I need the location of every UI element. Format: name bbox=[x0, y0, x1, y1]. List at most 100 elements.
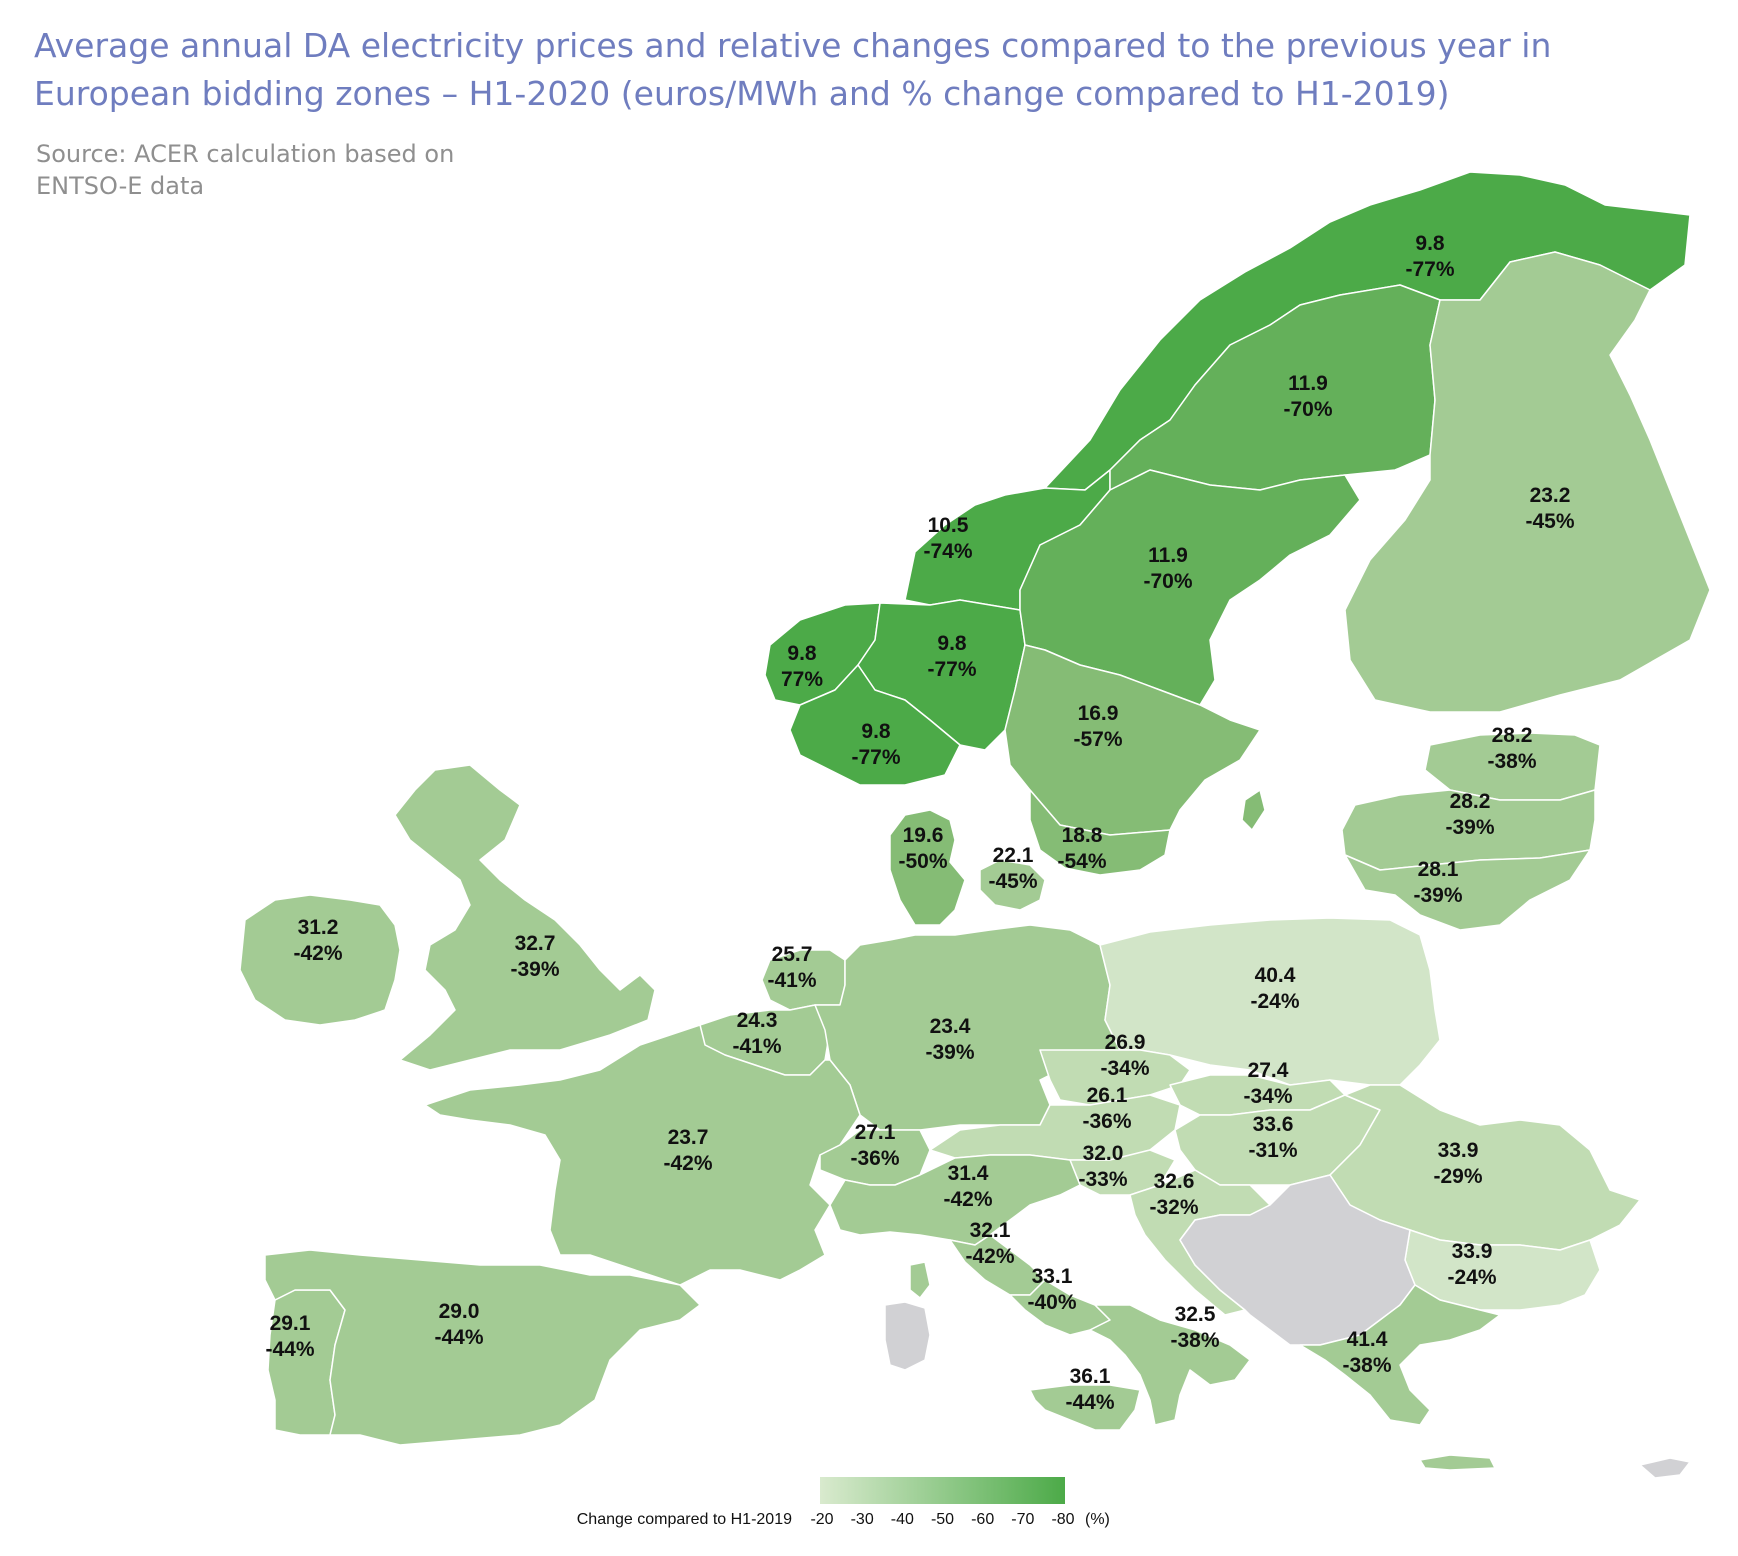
zone-change-NO2: -77% bbox=[851, 746, 900, 769]
legend-unit: (%) bbox=[1085, 1511, 1110, 1528]
zone-label-CZ: 26.9 -34% bbox=[1100, 1031, 1149, 1080]
zone-label-SE3: 16.9 -57% bbox=[1073, 702, 1122, 751]
zone-change-HU: -31% bbox=[1248, 1139, 1297, 1162]
zone-label-PL: 40.4 -24% bbox=[1250, 964, 1299, 1013]
zone-labels: 9.8 -77% 11.9 -70% 23.2 -45% 10.5 -74% 11.9 -70% 9… bbox=[265, 232, 1574, 1414]
zone-price-DE: 23.4 bbox=[930, 1015, 971, 1038]
zone-change-PT: -44% bbox=[265, 1338, 314, 1361]
region-gotland bbox=[1241, 789, 1266, 831]
zone-change-GB: -39% bbox=[510, 958, 559, 981]
zone-label-NO2: 9.8 -77% bbox=[851, 720, 900, 769]
zone-label-DE: 23.4 -39% bbox=[925, 1015, 974, 1064]
zone-change-NL: -41% bbox=[767, 969, 816, 992]
region-corsica bbox=[909, 1261, 931, 1299]
zone-price-DK2: 22.1 bbox=[993, 844, 1034, 867]
region-IE bbox=[239, 894, 401, 1026]
zone-change-NO4: -77% bbox=[1405, 258, 1454, 281]
title-line-1: Average annual DA electricity prices and… bbox=[34, 26, 1552, 65]
zone-change-SI: -33% bbox=[1078, 1168, 1127, 1191]
region-GR bbox=[1299, 1284, 1501, 1426]
source-line-1: Source: ACER calculation based on bbox=[36, 140, 455, 168]
source-line-2: ENTSO-E data bbox=[36, 172, 205, 200]
region-SE4 bbox=[1029, 789, 1171, 876]
zone-label-HR: 32.6 -32% bbox=[1149, 1170, 1198, 1219]
zone-price-IT-N: 31.4 bbox=[948, 1162, 989, 1185]
zone-change-EE: -38% bbox=[1487, 750, 1536, 773]
zone-label-RO: 33.9 -29% bbox=[1433, 1139, 1482, 1188]
legend-ticks: -20 -30 -40 -50 -60 -70 -80 bbox=[810, 1511, 1074, 1528]
zone-change-DK1: -50% bbox=[898, 850, 947, 873]
zone-price-NL: 25.7 bbox=[772, 943, 813, 966]
title-line-2: European bidding zones – H1-2020 (euros/… bbox=[34, 74, 1450, 113]
zone-price-NO3: 10.5 bbox=[928, 514, 969, 537]
zone-price-SK: 27.4 bbox=[1248, 1059, 1289, 1082]
zone-label-IT-CS: 33.1 -40% bbox=[1027, 1265, 1076, 1314]
zone-price-CH: 27.1 bbox=[855, 1121, 896, 1144]
zone-change-IE: -42% bbox=[293, 942, 342, 965]
zone-price-BG: 33.9 bbox=[1452, 1240, 1493, 1263]
zone-label-ES: 29.0 -44% bbox=[434, 1300, 483, 1349]
zone-price-EE: 28.2 bbox=[1492, 724, 1533, 747]
region-sardinia-no-data bbox=[884, 1301, 931, 1371]
zone-label-FR: 23.7 -42% bbox=[663, 1126, 712, 1175]
zone-price-SE1: 11.9 bbox=[1288, 372, 1328, 395]
zone-label-BG: 33.9 -24% bbox=[1447, 1240, 1496, 1289]
zone-label-SI: 32.0 -33% bbox=[1078, 1142, 1127, 1191]
legend-color-bar bbox=[820, 1477, 1065, 1504]
zone-label-SK: 27.4 -34% bbox=[1243, 1059, 1292, 1108]
bidding-zone-regions bbox=[239, 171, 1711, 1479]
zone-label-IT-SICI: 36.1 -44% bbox=[1065, 1365, 1114, 1414]
zone-label-IT-S: 32.5 -38% bbox=[1170, 1303, 1219, 1352]
zone-change-SE3: -57% bbox=[1073, 728, 1122, 751]
region-SE3 bbox=[1004, 644, 1261, 836]
zone-price-ES: 29.0 bbox=[439, 1300, 480, 1323]
zone-price-IT-CN: 32.1 bbox=[970, 1219, 1011, 1242]
zone-label-GB: 32.7 -39% bbox=[510, 932, 559, 981]
zone-price-PL: 40.4 bbox=[1255, 964, 1296, 987]
zone-label-DK2: 22.1 -45% bbox=[988, 844, 1037, 893]
region-ES bbox=[264, 1249, 701, 1446]
zone-change-DK2: -45% bbox=[988, 870, 1037, 893]
zone-price-IT-SICI: 36.1 bbox=[1070, 1365, 1111, 1388]
zone-price-NO2: 9.8 bbox=[861, 720, 891, 743]
zone-change-IT-N: -42% bbox=[943, 1188, 992, 1211]
zone-change-IT-CN: -42% bbox=[965, 1245, 1014, 1268]
zone-label-LV: 28.2 -39% bbox=[1445, 790, 1494, 839]
legend-tick-label: -60 bbox=[971, 1511, 994, 1528]
zone-label-GR: 41.4 -38% bbox=[1342, 1328, 1391, 1377]
zone-price-IT-S: 32.5 bbox=[1175, 1303, 1216, 1326]
zone-label-IT-N: 31.4 -42% bbox=[943, 1162, 992, 1211]
region-DK1 bbox=[889, 809, 966, 926]
zone-label-NO4: 9.8 -77% bbox=[1405, 232, 1454, 281]
zone-price-PT: 29.1 bbox=[270, 1312, 311, 1335]
zone-change-LT: -39% bbox=[1413, 884, 1462, 907]
region-DE bbox=[814, 924, 1121, 1131]
zone-change-GR: -38% bbox=[1342, 1354, 1391, 1377]
region-IT-N bbox=[829, 1154, 1081, 1246]
region-FI bbox=[1344, 251, 1711, 713]
zone-price-NO4: 9.8 bbox=[1415, 232, 1445, 255]
region-NO2 bbox=[789, 664, 961, 786]
zone-price-SE3: 16.9 bbox=[1078, 702, 1119, 725]
zone-price-SE2: 11.9 bbox=[1148, 544, 1188, 567]
zone-label-PT: 29.1 -44% bbox=[265, 1312, 314, 1361]
zone-price-SI: 32.0 bbox=[1083, 1142, 1124, 1165]
zone-label-NO1: 9.8 -77% bbox=[927, 632, 976, 681]
legend-tick-label: -20 bbox=[810, 1511, 833, 1528]
region-GB bbox=[394, 764, 656, 1071]
zone-change-NO5: 77% bbox=[781, 668, 823, 691]
zone-label-NO5: 9.877% bbox=[781, 642, 823, 691]
zone-label-DK1: 19.6 -50% bbox=[898, 824, 947, 873]
zone-price-SE4: 18.8 bbox=[1062, 824, 1103, 847]
zone-label-CH: 27.1 -36% bbox=[850, 1121, 899, 1170]
zone-change-BE: -41% bbox=[732, 1035, 781, 1058]
zone-change-FR: -42% bbox=[663, 1152, 712, 1175]
zone-change-IT-CS: -40% bbox=[1027, 1291, 1076, 1314]
zone-price-LV: 28.2 bbox=[1450, 790, 1491, 813]
zone-price-NO5: 9.8 bbox=[787, 642, 817, 665]
zone-price-BE: 24.3 bbox=[737, 1009, 778, 1032]
zone-price-FR: 23.7 bbox=[668, 1126, 709, 1149]
zone-label-BE: 24.3 -41% bbox=[732, 1009, 781, 1058]
legend-tick-label: -80 bbox=[1051, 1511, 1074, 1528]
